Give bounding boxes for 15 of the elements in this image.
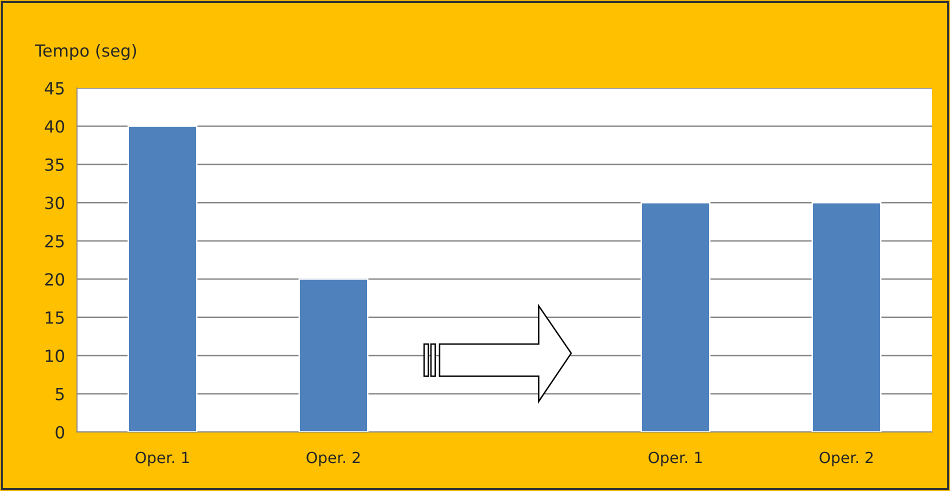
y-tick-label: 20	[45, 273, 64, 286]
y-tick-label: 45	[44, 82, 64, 95]
y-tick-label: 0	[56, 426, 64, 439]
y-tick-label: 15	[46, 312, 64, 324]
y-tick-label: 5	[56, 388, 64, 400]
y-tick-label: 25	[45, 234, 64, 248]
y-tick-label: 35	[45, 158, 64, 172]
x-tick-label: Oper. 2	[820, 452, 873, 466]
y-tick-label: 10	[46, 350, 64, 362]
x-tick-label: Oper. 1	[136, 452, 189, 466]
x-tick-label: Oper. 1	[648, 452, 702, 466]
y-tick-label: 40	[44, 120, 64, 133]
y-axis-title: Tempo (seg)	[34, 44, 136, 60]
x-tick-label: Oper. 2	[306, 452, 360, 466]
y-tick-label: 30	[45, 196, 64, 210]
